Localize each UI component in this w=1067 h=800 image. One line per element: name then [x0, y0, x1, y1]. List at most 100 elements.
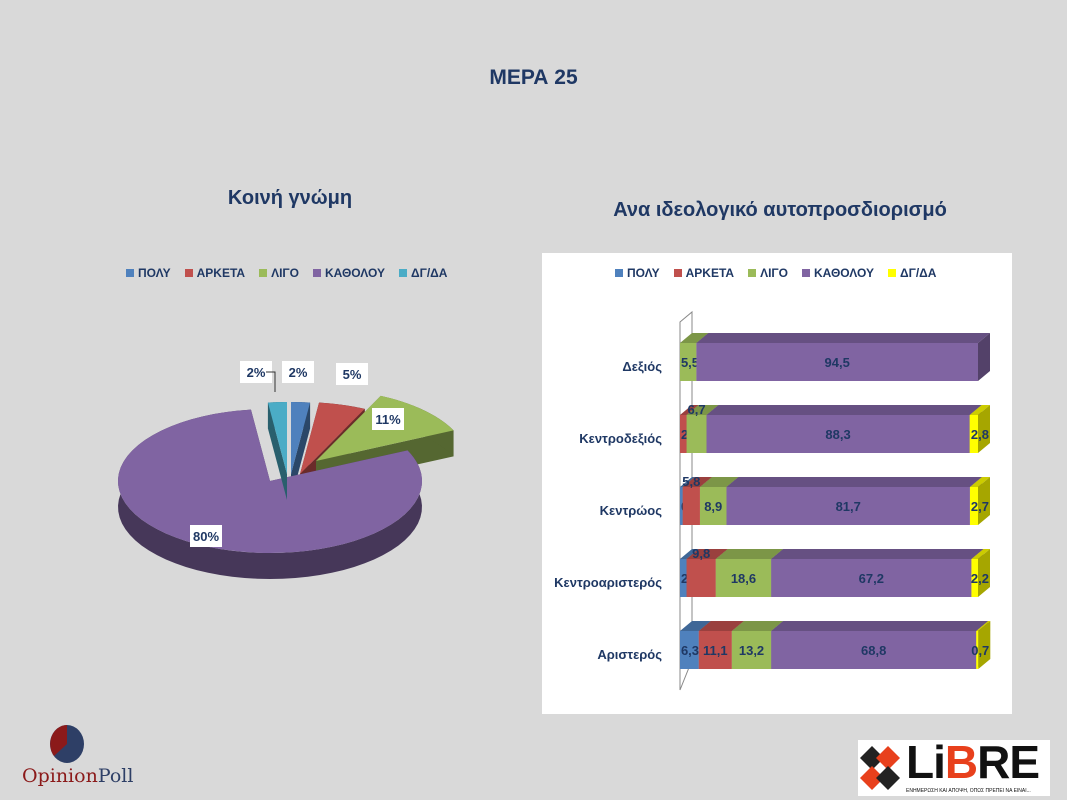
- label-box: [372, 408, 404, 430]
- bar-front-face: [696, 343, 978, 381]
- label-box: [282, 361, 314, 383]
- bar-front-face: [706, 415, 970, 453]
- logo-part: Poll: [97, 765, 134, 787]
- legend-swatch: [801, 269, 810, 277]
- category-label: Κεντροαριστερός: [554, 575, 662, 590]
- bar-top-face: [726, 477, 982, 487]
- bar-side-face: [978, 333, 990, 381]
- legend-label: ΛΙΓΟ: [760, 266, 788, 280]
- legend-item: ΔΓ/ΔΑ: [888, 266, 936, 280]
- legend-swatch: [312, 269, 321, 277]
- pie-data-label: 5%: [336, 363, 368, 385]
- bar-chart: Δεξιός 5,5 94,5 Κεντροδεξιός 2,2 6,7 88,3 2,8 Κε…: [554, 310, 991, 691]
- libre-tagline: ΕΝΗΜΕΡΩΣΗ ΚΑΙ ΑΠΟΨΗ, ΟΠΩΣ ΠΡΕΠΕΙ ΝΑ ΕΙΝΑ…: [906, 788, 1031, 794]
- bar-segment-δγ-δα: 2,7: [969, 477, 990, 525]
- pie-data-label: 2%: [240, 361, 272, 383]
- bar-segment-καθολου: 68,8: [771, 621, 989, 669]
- bar-data-label: 2,8: [971, 427, 989, 442]
- legend-label: ΔΓ/ΔΑ: [411, 266, 448, 280]
- bar-side-face: [978, 477, 990, 525]
- legend-swatch: [184, 269, 193, 277]
- bar-segment-καθολου: 88,3: [706, 405, 982, 453]
- bar-top-face: [680, 405, 699, 415]
- legend-item: ΠΟΛΥ: [615, 266, 660, 280]
- bar-front-face: [715, 559, 772, 597]
- category-label: Δεξιός: [622, 359, 662, 374]
- legend-swatch: [259, 269, 268, 277]
- bar-front-face: [698, 631, 732, 669]
- libre-wordmark: LiBRE: [906, 740, 1039, 784]
- bar-front-face: [680, 487, 683, 525]
- legend-item: ΠΟΛΥ: [126, 266, 171, 280]
- legend-item: ΚΑΘΟΛΟΥ: [312, 266, 385, 280]
- pie-label-text: 11%: [375, 412, 401, 427]
- pie-slice-top: [267, 402, 287, 474]
- bar-top-face: [698, 621, 744, 631]
- bar-data-label: 6,7: [687, 402, 705, 417]
- pie-data-label: 80%: [190, 525, 222, 547]
- pie-legend: ΠΟΛΥ ΑΡΚΕΤΑ ΛΙΓΟ ΚΑΘΟΛΟΥ ΔΓ/ΔΑ: [126, 266, 447, 280]
- bar-top-face: [682, 477, 712, 487]
- bar-data-label: 68,8: [861, 643, 886, 658]
- pie-data-label: 11%: [372, 408, 404, 430]
- bar-front-face: [686, 559, 716, 597]
- pie-slice-top: [300, 402, 365, 474]
- pie-chart-title: Κοινή γνώμη: [227, 187, 353, 209]
- legend-label: ΑΡΚΕΤΑ: [685, 266, 735, 280]
- label-box: [190, 525, 222, 547]
- pie-slice-top: [118, 409, 422, 553]
- bar-top-face: [976, 621, 991, 631]
- bar-data-label: 81,7: [836, 499, 861, 514]
- legend-label: ΛΙΓΟ: [271, 266, 299, 280]
- legend-label: ΚΑΘΟΛΟΥ: [813, 266, 874, 280]
- bar-legend: ΠΟΛΥ ΑΡΚΕΤΑ ΛΙΓΟ ΚΑΘΟΛΟΥ ΔΓ/ΔΑ: [615, 266, 936, 280]
- bar-data-label: 5,8: [682, 474, 700, 489]
- bar-top-face: [680, 477, 695, 487]
- legend-swatch: [888, 269, 896, 277]
- bar-data-label: 67,2: [859, 571, 884, 586]
- category-label: Αριστερός: [597, 647, 662, 662]
- label-box: [240, 361, 272, 383]
- pie-label-text: 5%: [343, 367, 362, 382]
- bar-front-face: [686, 415, 707, 453]
- bar-front-face: [680, 415, 687, 453]
- libre-logo: LiBRE ΕΝΗΜΕΡΩΣΗ ΚΑΙ ΑΠΟΨΗ, ΟΠΩΣ ΠΡΕΠΕΙ Ν…: [858, 740, 1050, 796]
- bar-front-face: [726, 487, 970, 525]
- bar-top-face: [771, 549, 984, 559]
- leader-line: [266, 371, 276, 392]
- bar-front-face: [771, 559, 972, 597]
- bar-front-face: [680, 559, 687, 597]
- bar-segment-δγ-δα: 2,8: [969, 405, 990, 453]
- bar-side-face: [978, 405, 990, 453]
- bar-data-label: 13,2: [739, 643, 764, 658]
- bar-data-label: 94,5: [825, 355, 850, 370]
- bar-data-label: 2,2: [971, 571, 989, 586]
- bar-front-face: [699, 487, 727, 525]
- legend-swatch: [399, 269, 407, 277]
- legend-item: ΑΡΚΕΤΑ: [673, 266, 735, 280]
- legend-item: ΚΑΘΟΛΟΥ: [801, 266, 874, 280]
- legend-swatch: [748, 269, 757, 277]
- libre-wordmark-b: B: [944, 740, 978, 784]
- bar-top-face: [969, 477, 990, 487]
- pie-data-label: 2%: [282, 361, 314, 383]
- legend-label: ΔΓ/ΔΑ: [900, 266, 937, 280]
- bar-top-face: [969, 405, 990, 415]
- bar-front-face: [680, 631, 699, 669]
- pie-label-text: 2%: [289, 365, 308, 380]
- logo-part: Opinion: [22, 765, 98, 787]
- pie-slice-top: [291, 402, 311, 474]
- bar-front-face: [731, 631, 772, 669]
- bar-top-face: [731, 621, 784, 631]
- bar-top-face: [706, 405, 982, 415]
- bar-top-face: [686, 549, 728, 559]
- bar-data-label: 88,3: [825, 427, 850, 442]
- bar-chart-title: Ανα ιδεολογικό αυτοπροσδιορισμό: [613, 199, 947, 221]
- bar-side-face: [978, 549, 990, 597]
- bar-side-face: [978, 621, 991, 669]
- legend-swatch: [126, 269, 134, 277]
- legend-label: ΠΟΛΥ: [138, 266, 171, 280]
- bar-top-face: [686, 405, 719, 415]
- opinion-poll-logo-text: OpinionPoll: [22, 764, 133, 788]
